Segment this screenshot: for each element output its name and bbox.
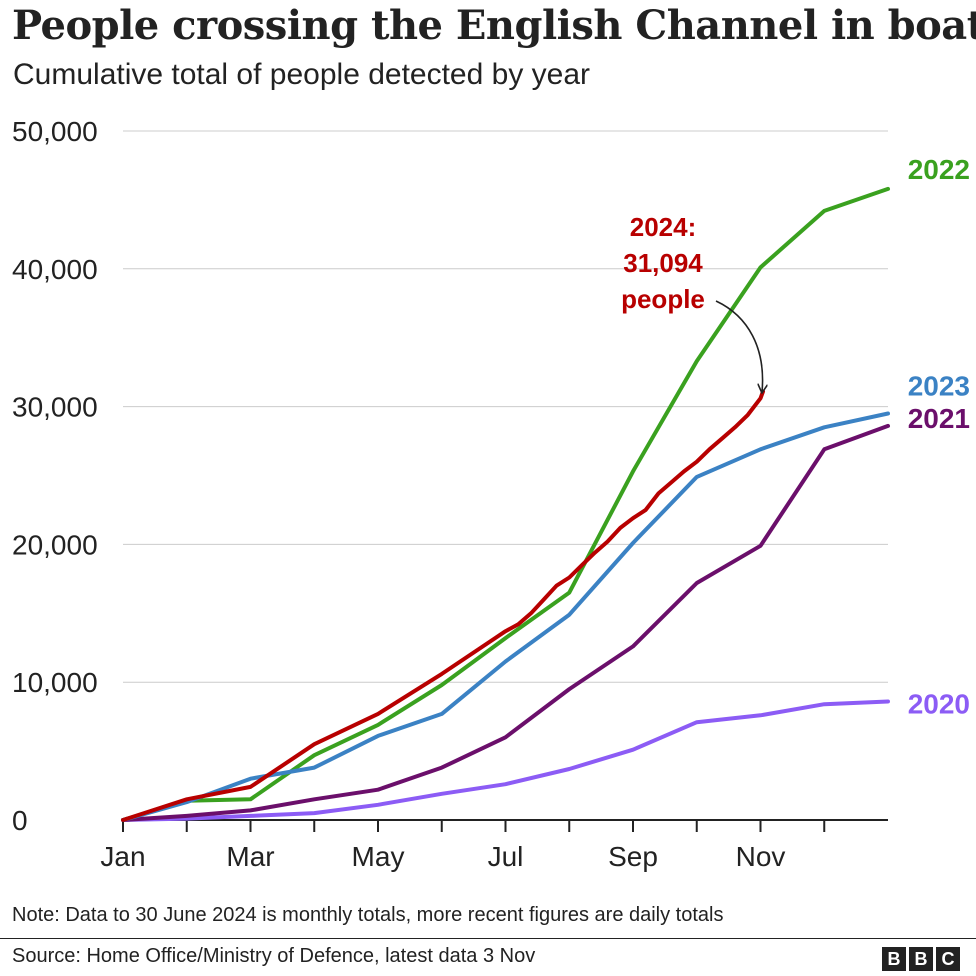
bbc-logo-letter: B — [882, 947, 906, 971]
series-line-2021 — [121, 423, 890, 822]
y-tick-label: 10,000 — [12, 667, 98, 698]
series-labels: 2020 2021 2022 2023 — [908, 154, 970, 720]
gridlines — [123, 130, 888, 683]
annotation: 2024: 31,094 people — [621, 212, 762, 392]
y-tick-label: 20,000 — [12, 529, 98, 560]
source-text: Source: Home Office/Ministry of Defence,… — [12, 945, 536, 967]
chart-subtitle: Cumulative total of people detected by y… — [13, 58, 591, 91]
series-line-2024 — [121, 389, 765, 822]
annotation-arrow — [715, 300, 763, 392]
series-label-2022: 2022 — [908, 154, 970, 185]
x-tick-label: Jul — [488, 841, 524, 872]
bbc-logo-letter: C — [936, 947, 960, 971]
series-line-2023 — [121, 411, 890, 822]
y-tick-label: 50,000 — [12, 116, 98, 147]
x-tick-label: Mar — [226, 841, 274, 872]
bbc-logo: B B C — [882, 947, 960, 971]
y-tick-label: 30,000 — [12, 392, 98, 423]
annotation-line-1: 2024: — [630, 212, 697, 242]
x-tick-label: Nov — [736, 841, 786, 872]
series-label-2023: 2023 — [908, 370, 970, 401]
x-axis: Jan Mar May Jul Sep Nov — [100, 819, 888, 872]
x-tick-label: Jan — [100, 841, 145, 872]
annotation-line-3: people — [621, 284, 705, 314]
annotation-line-2: 31,094 — [623, 248, 703, 278]
y-axis-tick-labels: 0 10,000 20,000 30,000 40,000 50,000 — [12, 116, 98, 836]
series-label-2020: 2020 — [908, 688, 970, 719]
x-tick-label: Sep — [608, 841, 658, 872]
bbc-logo-letter: B — [909, 947, 933, 971]
y-tick-label: 0 — [12, 805, 28, 836]
source-divider — [0, 938, 976, 939]
series-label-2021: 2021 — [908, 403, 970, 434]
series-line-2022 — [121, 186, 890, 822]
x-tick-label: May — [352, 841, 405, 872]
series-line-2020 — [121, 699, 890, 822]
line-chart: 0 10,000 20,000 30,000 40,000 50,000 Jan Mar Ma… — [12, 116, 970, 872]
y-tick-label: 40,000 — [12, 254, 98, 285]
footnote: Note: Data to 30 June 2024 is monthly to… — [12, 904, 724, 926]
chart-title: People crossing the English Channel in b… — [12, 2, 976, 49]
series-lines — [121, 186, 890, 822]
